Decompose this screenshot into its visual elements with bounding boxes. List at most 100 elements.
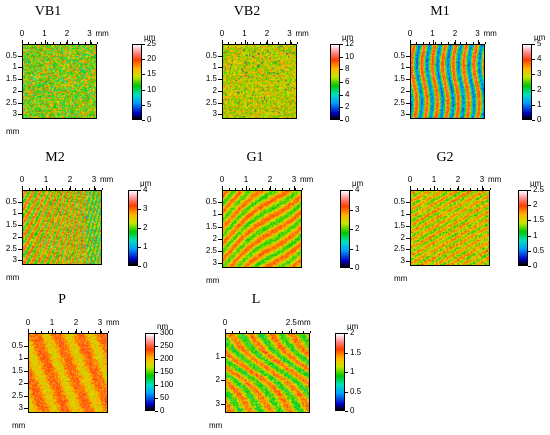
y-tick-label: 2: [400, 232, 405, 242]
y-tick-label: 2: [400, 85, 405, 95]
color-scale-unit: μm: [347, 322, 359, 331]
tick-mark: [340, 120, 343, 121]
color-scale-tick-label: 8: [345, 64, 350, 74]
y-axis-unit: mm: [6, 273, 20, 282]
color-scale-tick-label: 4: [355, 185, 360, 194]
tick-mark: [528, 235, 531, 237]
tick-mark: [18, 260, 22, 262]
tick-mark: [246, 186, 247, 190]
x-tick-label: 0: [19, 175, 25, 184]
tick-mark: [455, 40, 456, 44]
tick-mark: [18, 225, 22, 227]
tick-mark: [460, 42, 461, 44]
tick-mark: [24, 383, 28, 384]
tick-mark: [142, 59, 145, 61]
panel-title: VB1: [34, 4, 62, 19]
x-tick-label: 2: [267, 175, 273, 184]
tick-mark: [18, 236, 22, 238]
surface-map-image: [23, 191, 101, 264]
color-scale-tick-label: 3: [143, 204, 148, 213]
tick-mark: [456, 188, 458, 190]
color-scale-tick-label: 25: [147, 39, 156, 48]
color-scale-bar: [330, 44, 340, 120]
tick-mark: [225, 331, 226, 333]
color-scale-bar: [335, 333, 345, 411]
panel-title: M2: [45, 150, 65, 165]
y-tick-label: 1.5: [393, 74, 405, 84]
color-scale-tick-label: 50: [160, 393, 169, 402]
y-tick-label: 1.5: [5, 220, 17, 230]
surface-map: [22, 190, 102, 265]
surface-map-image: [23, 45, 96, 118]
tick-mark: [450, 188, 451, 190]
x-tick-label: 1: [43, 175, 49, 184]
y-tick-label: 2: [12, 231, 17, 241]
color-scale-tick-label: 0: [355, 263, 360, 272]
tick-mark: [340, 44, 343, 45]
tick-mark: [28, 42, 30, 44]
color-scale-tick-label: 4: [537, 54, 542, 64]
tick-mark: [340, 107, 343, 109]
x-tick-label: 2: [73, 318, 79, 327]
x-axis-unit: mm: [106, 318, 120, 327]
tick-mark: [310, 331, 311, 333]
tick-mark: [290, 42, 292, 44]
tick-mark: [247, 42, 248, 44]
tick-mark: [295, 188, 297, 190]
color-scale-tick-label: 100: [160, 380, 174, 389]
x-tick-label: 0: [219, 175, 225, 184]
color-scale-tick-label: 1: [533, 230, 538, 240]
tick-mark: [297, 42, 298, 44]
y-tick-label: 3: [12, 255, 17, 265]
tick-mark: [406, 114, 410, 116]
color-scale-tick-label: 2: [345, 102, 350, 112]
x-tick-label: 3: [287, 29, 292, 38]
tick-mark: [62, 188, 63, 190]
color-scale-tick-label: 2: [355, 224, 360, 233]
tick-mark: [406, 102, 410, 104]
tick-mark: [218, 226, 222, 228]
tick-mark: [81, 331, 83, 333]
tick-mark: [53, 42, 55, 44]
y-tick-label: 3: [400, 109, 405, 119]
color-scale-unit: nm: [157, 322, 169, 331]
tick-mark: [218, 114, 222, 116]
x-tick-label: 0: [25, 318, 31, 327]
tick-mark: [410, 42, 411, 44]
color-scale-bar: [128, 190, 138, 266]
tick-mark: [35, 188, 37, 190]
tick-mark: [436, 188, 438, 190]
tick-mark: [34, 331, 36, 333]
tick-mark: [406, 79, 410, 81]
tick-mark: [18, 102, 22, 104]
color-scale-tick-label: 200: [160, 354, 174, 363]
color-scale-tick-label: 1.5: [350, 347, 362, 357]
surface-map-image: [223, 45, 296, 118]
tick-mark: [406, 201, 410, 203]
tick-mark: [532, 59, 535, 61]
tick-mark: [142, 44, 145, 45]
tick-mark: [485, 42, 486, 44]
tick-mark: [68, 188, 70, 190]
tick-mark: [350, 268, 353, 269]
tick-mark: [281, 331, 283, 333]
y-tick-label: 3: [400, 256, 405, 266]
tick-mark: [532, 44, 535, 45]
tick-mark: [453, 42, 455, 44]
x-axis-unit: mm: [100, 175, 114, 184]
tick-mark: [255, 188, 257, 190]
y-tick-label: 2.5: [11, 390, 23, 400]
x-tick-label: 3: [475, 29, 480, 38]
y-tick-label: 1: [215, 351, 220, 361]
y-tick-label: 2: [212, 85, 217, 95]
surface-map: [410, 190, 490, 266]
panel-title: VB2: [233, 4, 261, 19]
tick-mark: [282, 188, 283, 190]
tick-mark: [59, 42, 61, 44]
y-axis-unit: mm: [209, 421, 223, 430]
x-tick-label: 0: [407, 175, 413, 184]
x-tick-label: 2: [264, 29, 270, 38]
tick-mark: [406, 261, 410, 263]
color-scale-tick-label: 1: [355, 243, 360, 253]
color-scale-tick-label: 0: [350, 406, 355, 415]
